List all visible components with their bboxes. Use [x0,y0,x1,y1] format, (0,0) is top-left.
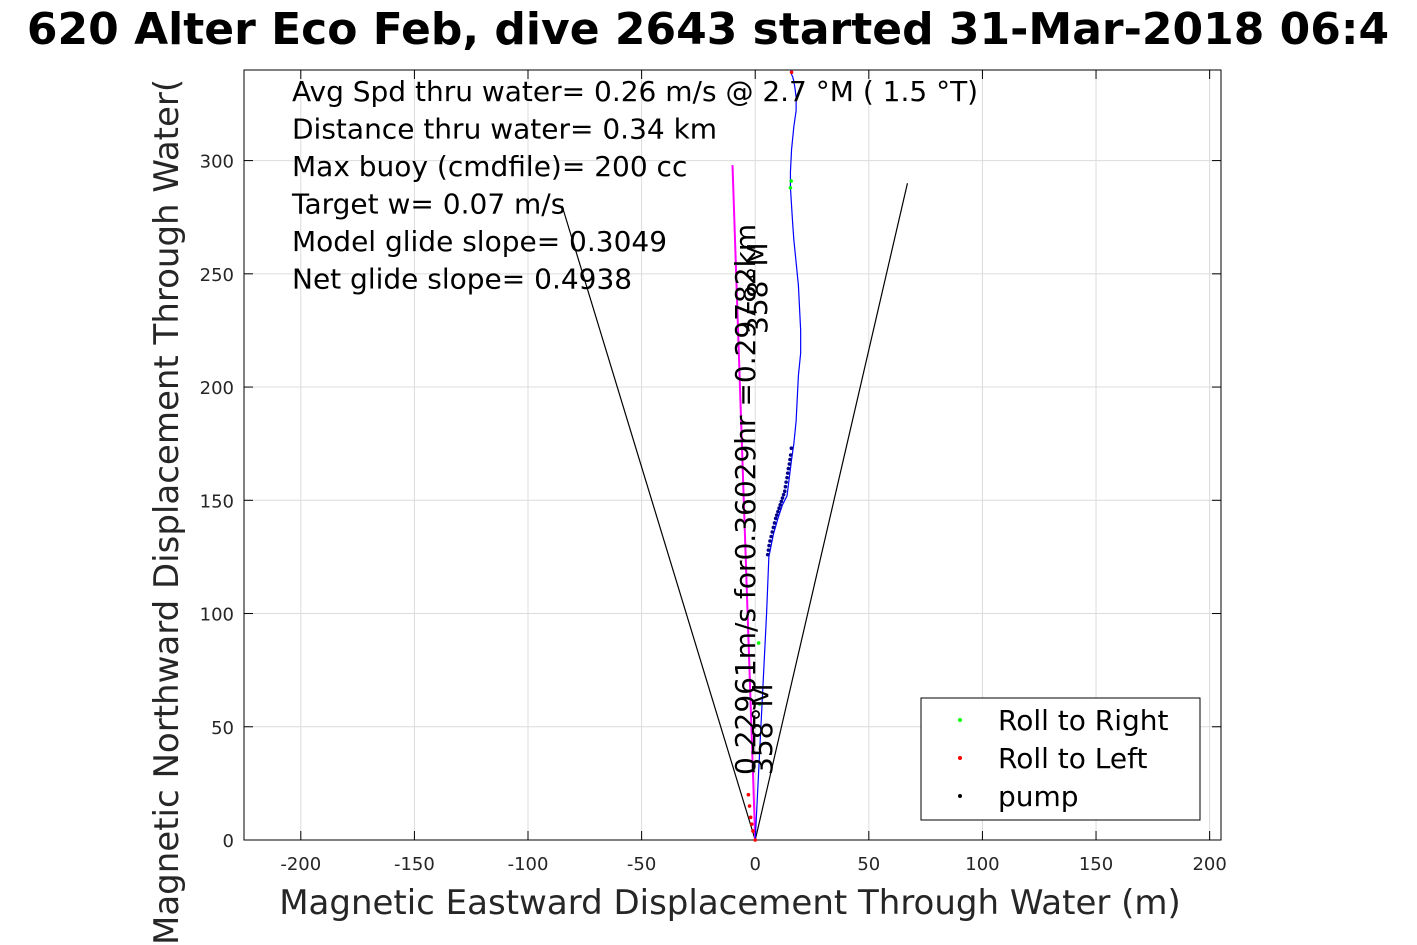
pump-point [772,521,777,525]
series-layer [731,70,802,842]
legend-marker [958,756,962,760]
x-axis-label: Magnetic Eastward Displacement Through W… [279,883,1181,923]
pump-point [768,539,772,543]
y-tick-label: 200 [200,378,234,399]
y-tick-label: 300 [200,152,234,173]
x-tick-label: 150 [1079,854,1113,875]
pump-point [785,471,790,475]
heading-label-lower: 358°M [746,683,779,775]
legend-label: pump [998,780,1079,813]
y-tick-label: 150 [200,491,234,512]
pump-point [777,506,781,511]
grid [244,70,1221,841]
roll-right-point [788,185,793,190]
annotation-line: Net glide slope= 0.4938 [292,263,632,296]
pump-point [781,492,786,497]
pump-point [770,530,775,534]
roll-left-point [748,815,753,820]
x-tick-label: -100 [508,854,549,875]
legend-marker [958,794,962,798]
roll-left-point [750,822,754,826]
x-tick-label: 100 [965,854,999,875]
heading-label-upper: 358°M [741,242,774,334]
pump-point [780,496,785,500]
x-tick-label: 0 [749,854,760,875]
y-tick-label: 50 [211,718,234,739]
legend-label: Roll to Right [998,704,1169,737]
pump-point [775,513,779,517]
roll-left-point [747,804,752,808]
annotation-line: Max buoy (cmdfile)= 200 cc [292,150,687,183]
pump-point [778,503,783,507]
y-tick-label: 100 [200,605,234,626]
glide-cone-right-line [754,183,909,841]
roll-left-point [746,792,751,797]
pump-point [779,499,784,504]
plot-area [243,69,1222,841]
pump-point [776,509,780,514]
pump-point [789,446,794,451]
track-line [754,70,802,841]
roll-right-point [756,641,761,645]
roll-left-point [753,838,758,842]
legend-box [920,697,1201,821]
pump-point [786,466,791,471]
pump-point [782,489,787,494]
roll-left-point [751,829,755,833]
pump-point [771,525,776,530]
segment-speed-label: 0.22961m/s for0.36029hr =0.29782km [729,224,762,775]
pump-point [783,484,788,489]
pump-point [788,453,793,457]
roll-left-point [789,70,794,75]
roll-right-point [757,702,762,706]
pump-point [767,543,771,548]
x-tick-label: 200 [1192,854,1226,875]
y-axis-label: Magnetic Northward Displacement Through … [147,79,187,945]
chart-title: 620 Alter Eco Feb, dive 2643 started 31-… [27,4,1389,55]
y-tick-label: 0 [223,831,234,852]
x-tick-label: -50 [627,854,656,875]
x-tick-label: -200 [280,854,321,875]
legend: Roll to Right Roll to Left pump [920,697,1201,821]
annotation-line: Model glide slope= 0.3049 [292,225,667,258]
annotation-block: Avg Spd thru water= 0.26 m/s @ 2.7 °M ( … [291,75,978,296]
pump-point [769,534,773,539]
annotation-line: Avg Spd thru water= 0.26 m/s @ 2.7 °M ( … [292,75,978,108]
pump-point [773,516,778,521]
pump-point [785,475,789,480]
pump-point [766,548,771,552]
glide-cone [561,183,909,841]
glide-cone-left-line [561,205,756,841]
legend-label: Roll to Left [998,742,1147,775]
annotation-line: Distance thru water= 0.34 km [292,113,717,146]
legend-marker [958,718,962,722]
annotation-line: Target w= 0.07 m/s [291,188,565,221]
pump-point [784,480,788,484]
x-tick-label: 50 [857,854,880,875]
pump-point [765,552,770,557]
axis-ticks: -200 -150 -100 -50 0 50 100 150 200 0 50 100 150 200 2… [200,70,1227,875]
x-tick-label: -150 [394,854,435,875]
pump-point [788,457,792,462]
y-tick-label: 250 [200,265,234,286]
target-heading-line [731,165,757,841]
roll-right-point [789,179,793,183]
pump-point [787,462,792,466]
